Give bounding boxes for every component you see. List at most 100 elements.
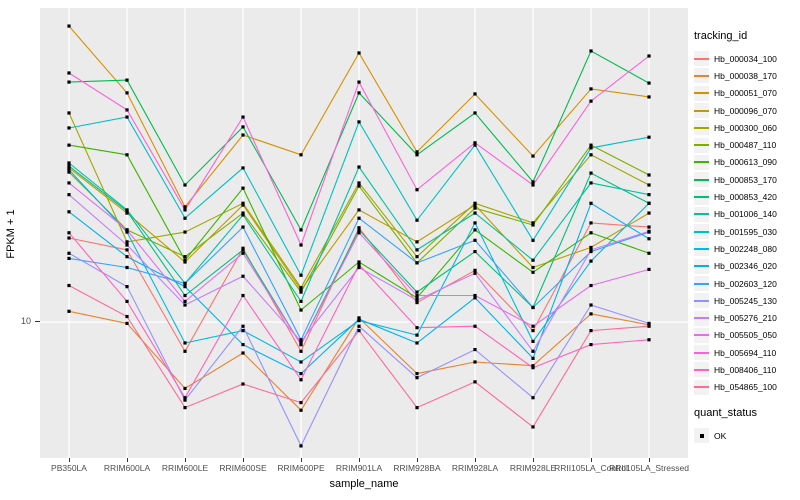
data-point [415,371,419,376]
data-point [183,285,187,289]
data-point [415,296,419,300]
data-point [647,193,651,197]
data-point [589,87,593,91]
x-tick-mark [475,458,476,462]
plot-panel [40,8,688,458]
legend-item-label: Hb_005505_050 [714,330,777,341]
data-point [531,221,535,225]
data-point [241,115,245,119]
data-point [531,238,535,242]
data-point [415,153,419,157]
legend-key-icon [694,362,709,378]
data-point [125,285,129,289]
data-point [125,228,129,232]
data-point [125,299,129,303]
data-point [415,255,419,259]
data-point [241,125,245,129]
data-point [531,258,535,262]
data-point [125,240,129,244]
legend-key-icon [694,310,709,326]
data-point [647,338,651,342]
data-point [531,364,535,368]
data-point [299,339,303,343]
data-point [473,324,477,328]
data-point [299,371,303,376]
data-point [67,193,71,197]
data-point [357,263,361,267]
data-point [183,208,187,212]
data-point [67,126,71,130]
data-point [473,111,477,115]
legend-item-label: Hb_008406_110 [714,364,777,375]
data-point [125,208,129,212]
quant-ok-key-icon [694,428,709,444]
data-point [415,150,419,154]
legend-item-label: Hb_001595_030 [714,226,777,237]
data-point [531,324,535,328]
legend-item-Hb_002346_020: Hb_002346_020 [694,258,800,275]
data-point [647,81,651,85]
data-point [67,210,71,214]
legend-key-icon [694,327,709,343]
data-point [67,166,71,170]
data-point [647,225,651,229]
data-point [473,347,477,352]
data-point [473,211,477,215]
legend-key-icon [694,137,709,153]
data-point [357,216,361,220]
data-point [357,165,361,169]
legend-item-Hb_002603_120: Hb_002603_120 [694,275,800,292]
data-point [299,228,303,232]
data-point [647,54,651,58]
data-point [415,293,419,298]
data-point [241,186,245,190]
data-point [531,396,535,400]
x-tick-mark [301,458,302,462]
x-tick-mark [417,458,418,462]
data-point [125,230,129,234]
data-point [589,312,593,316]
data-point [357,51,361,55]
data-point [473,141,477,145]
legend-item-Hb_000051_070: Hb_000051_070 [694,85,800,102]
data-point [357,80,361,84]
y-tick-mark [35,321,40,322]
data-point [357,231,361,235]
x-tick-label-RRIM928LE: RRIM928LE [509,463,557,473]
legend-item-label: Hb_005694_110 [714,347,777,358]
data-point [299,308,303,312]
x-tick-label-RRIM600LE: RRIM600LE [161,463,209,473]
data-point [415,261,419,265]
legend-key-icon [694,258,709,274]
data-point [299,299,303,303]
data-point [531,305,535,310]
data-point [125,255,129,259]
data-point [183,205,187,209]
legend-key-icon [694,189,709,205]
data-point [357,260,361,264]
data-point [589,49,593,53]
data-point [473,380,477,384]
data-point [67,71,71,75]
data-point [647,251,651,255]
data-point [357,265,361,270]
legend-item-label: Hb_000034_100 [714,53,777,64]
legend-item-label: Hb_002346_020 [714,261,777,272]
data-point [67,143,71,147]
data-point [589,201,593,205]
legend-key-icon [694,379,709,395]
data-point [647,324,651,328]
data-point [183,398,187,402]
legend-item-Hb_001595_030: Hb_001595_030 [694,223,800,240]
data-point [299,444,303,448]
legend-item-label: Hb_002248_080 [714,243,777,254]
legend-item-Hb_000300_060: Hb_000300_060 [694,119,800,136]
legend-item-label: Hb_054865_100 [714,382,777,393]
data-point [473,221,477,225]
data-point [531,339,535,343]
data-point [531,328,535,333]
data-point [415,188,419,192]
y-tick-label: 10 [20,316,31,326]
data-point [415,333,419,337]
legend-title-tracking-id: tracking_id [694,30,748,42]
